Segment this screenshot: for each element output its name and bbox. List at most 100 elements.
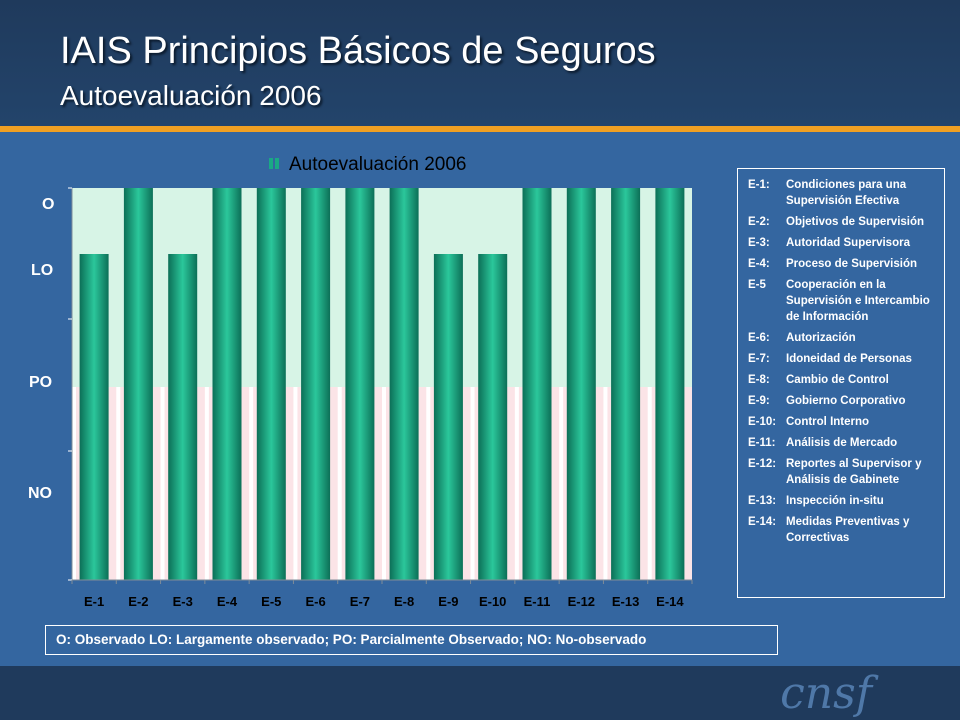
band-gap: [160, 387, 165, 580]
x-label: E-14: [656, 594, 684, 609]
header-divider: [0, 126, 960, 132]
band-gap: [337, 387, 342, 580]
criteria-item: E-9: Gobierno Corporativo: [748, 393, 934, 409]
criteria-code: E-5: [748, 279, 766, 291]
criteria-code: E-1:: [748, 179, 770, 191]
bar-e-6: [301, 188, 331, 580]
criteria-item: E-7: Idoneidad de Personas: [748, 351, 934, 367]
x-label: E-12: [568, 594, 595, 609]
legend-swatch-2: [275, 158, 279, 169]
band-gap: [382, 387, 386, 580]
slide-title: IAIS Principios Básicos de Seguros: [60, 30, 656, 72]
rating-key: O: Observado LO: Largamente observado; P…: [45, 625, 778, 655]
x-label: E-7: [350, 594, 370, 609]
criteria-item: E-5 Cooperación en la Supervisión e Inter…: [748, 277, 934, 325]
y-level-label: O: [42, 196, 54, 213]
band-upper: [72, 188, 692, 387]
criteria-code: E-2:: [748, 216, 770, 228]
criteria-text: Gobierno Corporativo: [786, 395, 906, 407]
criteria-item: E-8: Cambio de Control: [748, 372, 934, 388]
bars-group: [79, 188, 685, 580]
criteria-item: E-12: Reportes al Supervisor y Análisis d…: [748, 456, 934, 488]
band-gap: [514, 387, 519, 580]
criteria-item: E-4: Proceso de Supervisión: [748, 256, 934, 272]
criteria-text: Idoneidad de Personas: [786, 353, 912, 365]
criteria-text: Reportes al Supervisor y Análisis de Gab…: [786, 458, 922, 486]
legend-swatch-1: [269, 158, 273, 169]
criteria-code: E-4:: [748, 258, 770, 270]
criteria-code: E-6:: [748, 332, 770, 344]
criteria-text: Condiciones para una Supervisión Efectiv…: [786, 179, 907, 207]
bar-e-9: [433, 254, 463, 580]
criteria-text: Autoridad Supervisora: [786, 237, 910, 249]
bar-e-4: [212, 188, 242, 580]
band-gap: [559, 387, 564, 580]
plot-background: [72, 188, 692, 580]
x-label: E-8: [394, 594, 414, 609]
bar-e-3: [168, 254, 198, 580]
band-gap: [72, 387, 76, 580]
criteria-text: Cooperación en la Supervisión e Intercam…: [786, 279, 930, 323]
x-label: E-9: [438, 594, 458, 609]
x-label: E-5: [261, 594, 281, 609]
criteria-code: E-13:: [748, 495, 777, 507]
bar-e-1: [79, 254, 109, 580]
criteria-text: Análisis de Mercado: [786, 437, 898, 449]
x-category-labels: E-1 E-2 E-3 E-4 E-5 E-6 E-7 E-8 E-9 E-10 E-11 E-12 E…: [84, 594, 684, 609]
criteria-text: Autorización: [786, 332, 856, 344]
y-level-label: NO: [28, 485, 52, 502]
band-gap: [426, 387, 431, 580]
bar-e-13: [611, 188, 641, 580]
y-axis: [68, 187, 693, 584]
criteria-item: E-3: Autoridad Supervisora: [748, 235, 934, 251]
bar-e-12: [566, 188, 596, 580]
y-level-labels: O LO PO NO: [28, 196, 54, 502]
x-label: E-3: [173, 594, 193, 609]
y-level-label: LO: [31, 262, 53, 279]
x-label: E-2: [128, 594, 148, 609]
criteria-text: Control Interno: [786, 416, 870, 428]
y-level-label: PO: [29, 374, 52, 391]
chart-title: Autoevaluación 2006: [289, 154, 466, 175]
criteria-item: E-2: Objetivos de Supervisión: [748, 214, 934, 230]
criteria-item: E-6: Autorización: [748, 330, 934, 346]
criteria-legend: E-1: Condiciones para una Supervisión Efe…: [737, 168, 945, 598]
slide-subtitle: Autoevaluación 2006: [60, 80, 322, 111]
criteria-item: E-14: Medidas Preventivas y Correctivas: [748, 514, 934, 546]
footer-bar: [0, 666, 960, 720]
x-label: E-10: [479, 594, 506, 609]
criteria-item: E-1: Condiciones para una Supervisión Efe…: [748, 177, 934, 209]
bar-e-5: [256, 188, 286, 580]
criteria-text: Inspección in-situ: [786, 495, 884, 507]
x-label: E-13: [612, 594, 639, 609]
criteria-code: E-12:: [748, 458, 777, 470]
band-gap: [647, 387, 652, 580]
criteria-item: E-10: Control Interno: [748, 414, 934, 430]
criteria-text: Medidas Preventivas y Correctivas: [786, 516, 910, 544]
criteria-item: E-13: Inspección in-situ: [748, 493, 934, 509]
bar-e-14: [655, 188, 685, 580]
criteria-code: E-14:: [748, 516, 777, 528]
band-gap: [293, 387, 298, 580]
bar-e-8: [389, 188, 419, 580]
header-bar: IAIS Principios Básicos de Seguros Autoe…: [0, 0, 960, 126]
x-label: E-4: [217, 594, 238, 609]
bar-e-10: [478, 254, 508, 580]
band-gap: [116, 387, 121, 580]
criteria-code: E-10:: [748, 416, 777, 428]
bar-e-11: [522, 188, 552, 580]
bar-e-2: [123, 188, 153, 580]
x-label: E-1: [84, 594, 104, 609]
x-label: E-6: [305, 594, 325, 609]
x-label: E-11: [524, 594, 551, 609]
criteria-code: E-8:: [748, 374, 770, 386]
chart-legend: Autoevaluación 2006: [269, 154, 466, 175]
band-gap: [603, 387, 608, 580]
bar-e-7: [345, 188, 375, 580]
criteria-text: Proceso de Supervisión: [786, 258, 918, 270]
criteria-code: E-3:: [748, 237, 770, 249]
criteria-code: E-7:: [748, 353, 770, 365]
criteria-item: E-11: Análisis de Mercado: [748, 435, 934, 451]
cnsf-logo: cnsf: [780, 668, 872, 719]
